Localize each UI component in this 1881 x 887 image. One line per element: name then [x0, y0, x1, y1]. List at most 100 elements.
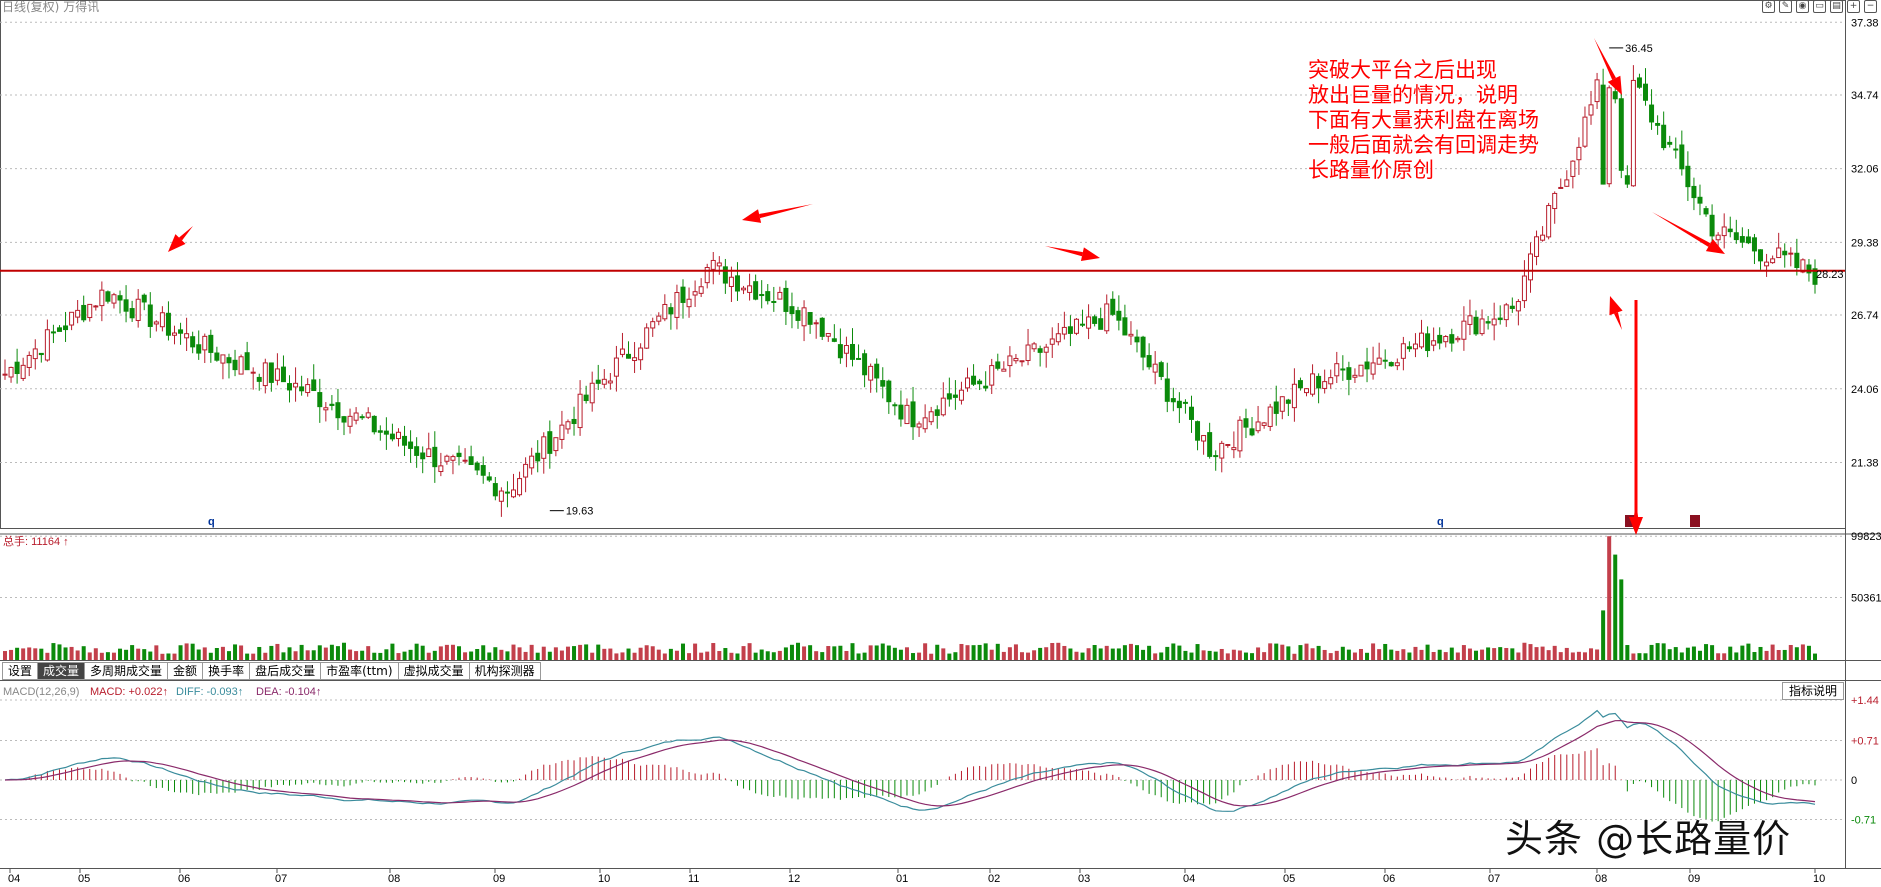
candle-body [965, 377, 971, 389]
candle-body [1806, 264, 1812, 274]
candle-body [565, 421, 571, 430]
volume-bar [1074, 651, 1079, 660]
trash-icon[interactable]: ▭ [1813, 0, 1826, 13]
x-tick-label: 09 [493, 873, 505, 885]
pen-icon[interactable]: ✎ [1779, 0, 1792, 13]
volume-bar [1534, 647, 1539, 660]
arrow-shaft [1045, 246, 1083, 257]
candle-body [686, 298, 692, 308]
candle-body [759, 294, 765, 297]
x-tick-label: 04 [1183, 873, 1195, 885]
candle-body [1116, 310, 1122, 321]
candle-body [250, 371, 256, 374]
volume-bar [1122, 645, 1127, 660]
volume-bar [862, 652, 867, 660]
candle-body [50, 331, 56, 334]
candle-body [553, 437, 559, 452]
volume-bar [1813, 653, 1817, 660]
candle-body [734, 275, 740, 292]
settings-icon[interactable]: ⚙ [1762, 0, 1775, 13]
volume-bar [1800, 644, 1805, 660]
candle-body [408, 441, 414, 449]
candle-body [69, 311, 75, 326]
candle-body [892, 404, 898, 407]
candle-body [825, 333, 831, 337]
volume-bar [917, 652, 922, 660]
volume-bar [317, 645, 322, 660]
volume-bar [27, 647, 32, 660]
volume-bar [1334, 650, 1339, 660]
volume-bar [1207, 650, 1212, 660]
volume-bar [935, 644, 940, 660]
zoom-in-icon[interactable]: + [1847, 0, 1860, 13]
candle-body [63, 325, 69, 331]
volume-bar [390, 643, 395, 660]
volume-bar [475, 648, 480, 660]
candle-body [662, 303, 668, 320]
candle-body [1376, 357, 1382, 365]
volume-bar [1492, 648, 1497, 660]
volume-bar [469, 651, 474, 660]
volume-bar [1607, 536, 1612, 660]
volume-bar [299, 644, 304, 660]
volume-bar [783, 647, 788, 660]
tab-institution-detector[interactable]: 机构探测器 [468, 662, 541, 680]
volume-bar [1068, 648, 1073, 660]
tab-virtual-volume[interactable]: 虚拟成交量 [397, 662, 469, 680]
candle-body [1649, 104, 1655, 123]
candle-body [1552, 192, 1558, 210]
volume-bar [39, 648, 44, 660]
volume-bar [1673, 647, 1678, 660]
candle-body [1412, 343, 1418, 350]
volume-bar [735, 653, 740, 660]
price-tick-label: 32.06 [1851, 164, 1879, 176]
volume-bar [1092, 645, 1097, 660]
candle-body [1176, 400, 1182, 409]
volume-bar [1498, 647, 1503, 660]
candle-body [414, 446, 420, 456]
candle-body [1188, 406, 1194, 420]
tab-turnover[interactable]: 换手率 [202, 662, 250, 680]
tab-amount[interactable]: 金额 [167, 662, 203, 680]
arrow-head [1629, 517, 1643, 535]
volume-bar [1516, 652, 1521, 660]
eye-icon[interactable]: ◉ [1796, 0, 1809, 13]
arrow-head [1080, 247, 1100, 262]
volume-bar [1576, 651, 1581, 660]
volume-bar [832, 646, 837, 660]
tab-volume[interactable]: 成交量 [37, 662, 85, 680]
volume-bar [729, 652, 734, 660]
x-tick-label: 10 [1813, 873, 1825, 885]
volume-bar [565, 646, 570, 660]
zoom-out-icon[interactable]: − [1864, 0, 1877, 13]
volume-bar [1746, 643, 1751, 660]
candle-body [1322, 381, 1328, 389]
volume-bar [184, 643, 189, 660]
candle-body [1328, 377, 1334, 385]
candle-body [595, 379, 601, 384]
volume-bar [1304, 643, 1309, 660]
tab-settings[interactable]: 设置 [2, 662, 38, 680]
volume-bar [777, 650, 782, 660]
volume-bar [335, 646, 340, 660]
tab-pe-ttm[interactable]: 市盈率(ttm) [320, 662, 398, 680]
candle-body [704, 266, 710, 284]
tab-after-hours-volume[interactable]: 盘后成交量 [249, 662, 321, 680]
volume-bar [99, 652, 104, 660]
candle-body [1703, 208, 1709, 215]
candle-body [323, 407, 329, 411]
candle-body [1534, 236, 1540, 257]
candle-body [1352, 374, 1358, 378]
toolbar-icons[interactable]: ⚙ ✎ ◉ ▭ ▤ + − [1762, 0, 1877, 13]
tab-multi-period-volume[interactable]: 多周期成交量 [84, 662, 168, 680]
candle-body [1140, 336, 1146, 358]
candle-body [226, 357, 232, 364]
indicator-help-button[interactable]: 指标说明 [1782, 682, 1845, 700]
volume-bar [1552, 645, 1557, 660]
export-icon[interactable]: ▤ [1830, 0, 1843, 13]
volume-bar [529, 644, 534, 660]
candle-body [535, 452, 541, 462]
candle-body [644, 327, 650, 349]
volume-bar [1104, 645, 1109, 660]
info-marker-icon [1625, 515, 1635, 527]
